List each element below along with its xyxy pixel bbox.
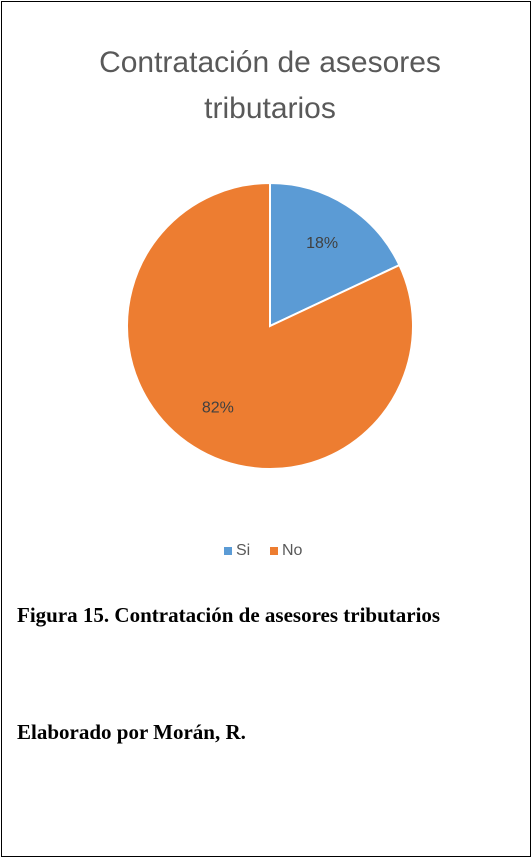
- data-label: 82%: [202, 399, 234, 416]
- legend-swatch: [270, 547, 278, 555]
- data-label: 18%: [306, 235, 338, 252]
- legend-label: Si: [236, 542, 250, 559]
- figure-credit: Elaborado por Morán, R.: [17, 720, 246, 744]
- figure-caption: Figura 15. Contratación de asesores trib…: [17, 603, 441, 627]
- pie-slice: [126, 181, 414, 470]
- chart-title: Contratación de asesores tributarios: [99, 46, 441, 125]
- legend-label: No: [282, 542, 303, 559]
- pie-slice: [269, 181, 401, 328]
- legend-swatch: [224, 547, 232, 555]
